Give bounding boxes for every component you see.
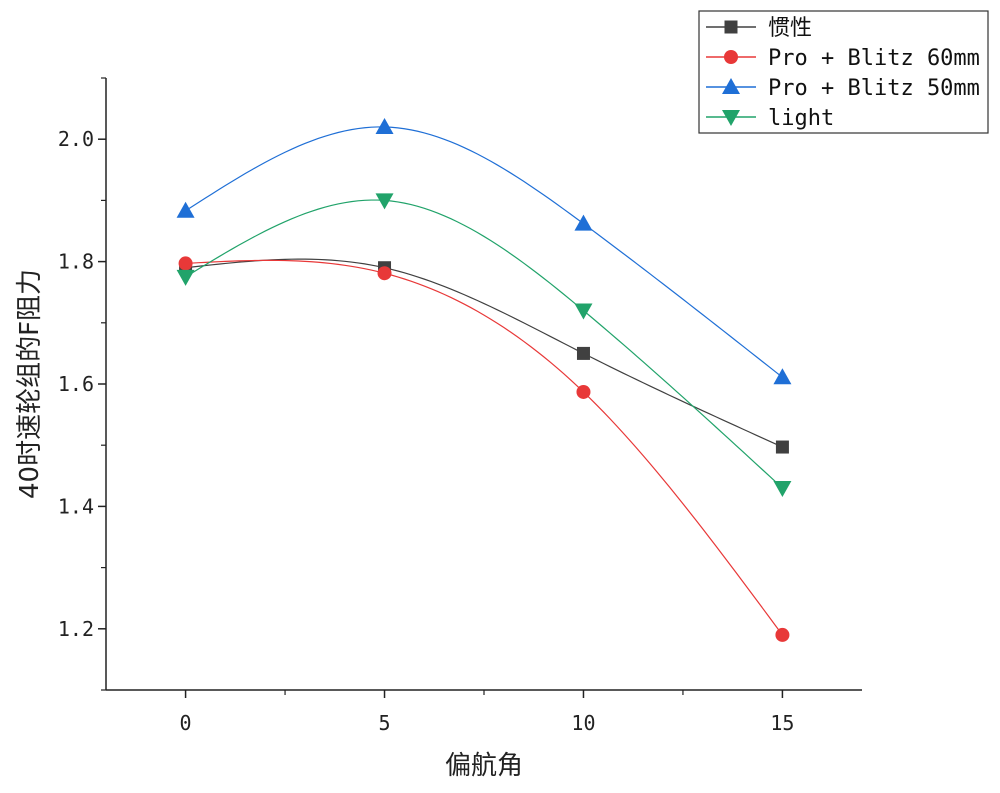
y-tick-label: 1.6 xyxy=(58,372,94,396)
legend-label: light xyxy=(768,106,834,131)
legend-marker xyxy=(722,78,740,94)
data-point xyxy=(375,193,394,210)
legend-label: Pro + Blitz 60mm xyxy=(768,46,980,71)
y-tick-label: 1.2 xyxy=(58,617,94,641)
series-layer xyxy=(176,117,792,642)
data-point xyxy=(574,303,593,320)
x-axis-title: 偏航角 xyxy=(445,751,523,781)
y-axis-title: 40时速轮组的F阻力 xyxy=(15,269,45,499)
x-tick-label: 0 xyxy=(180,711,192,735)
data-point xyxy=(377,266,392,281)
data-point xyxy=(176,269,195,286)
legend: 惯性 Pro + Blitz 60mm Pro + Blitz 50mm light xyxy=(698,10,989,134)
x-tick-label: 15 xyxy=(770,711,794,735)
ticks: 0 5 10 15 1.2 1.4 1.6 1.8 2.0 xyxy=(58,77,794,735)
series-line xyxy=(185,199,783,489)
legend-label: Pro + Blitz 50mm xyxy=(768,76,980,101)
legend-label: 惯性 xyxy=(768,16,812,41)
legend-marker xyxy=(724,50,738,64)
data-point xyxy=(773,481,792,498)
axes xyxy=(105,78,862,691)
series-1 xyxy=(178,256,790,642)
x-tick-label: 10 xyxy=(571,711,595,735)
y-tick-label: 1.4 xyxy=(58,494,94,518)
data-point xyxy=(773,368,792,385)
series-line xyxy=(185,258,783,448)
data-point xyxy=(576,346,590,360)
series-2 xyxy=(176,117,792,385)
series-0 xyxy=(179,258,789,454)
legend-marker xyxy=(724,20,738,34)
legend-marker xyxy=(722,110,740,126)
legend-box xyxy=(698,10,989,134)
x-tick-label: 5 xyxy=(379,711,391,735)
data-point xyxy=(574,214,593,231)
data-point xyxy=(775,627,790,642)
y-tick-label: 1.8 xyxy=(58,250,94,274)
series-line xyxy=(185,126,783,378)
data-point xyxy=(176,201,195,218)
series-line xyxy=(185,259,783,636)
series-3 xyxy=(176,193,792,498)
data-point xyxy=(178,256,193,271)
data-point xyxy=(375,117,394,134)
y-tick-label: 2.0 xyxy=(58,127,94,151)
data-point xyxy=(576,384,591,399)
data-point xyxy=(775,440,789,454)
